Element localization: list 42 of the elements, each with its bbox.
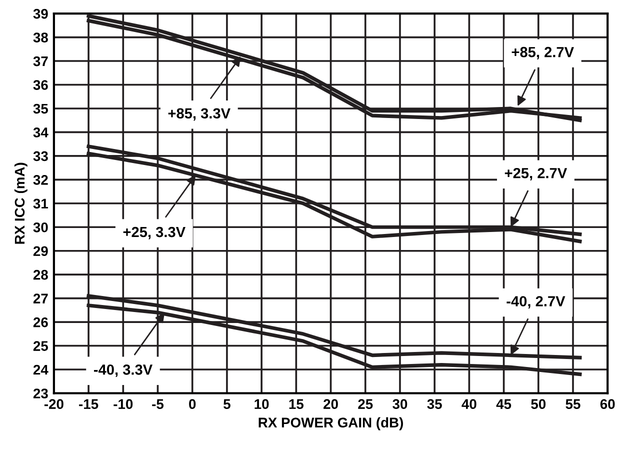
x-axis-title: RX POWER GAIN (dB) xyxy=(258,417,403,430)
annotation: -40, 3.3V xyxy=(94,364,152,377)
y-tick-label: 24 xyxy=(33,364,48,375)
x-tick-label: -20 xyxy=(44,399,64,409)
annotation: +85, 2.7V xyxy=(512,46,574,60)
y-tick-label: 31 xyxy=(33,198,48,209)
annotation: +25, 2.7V xyxy=(504,168,568,180)
x-tick-label: -15 xyxy=(79,399,98,409)
y-tick-label: 36 xyxy=(33,80,48,90)
x-tick-label: 30 xyxy=(392,399,408,410)
x-tick-label: 10 xyxy=(254,399,269,409)
y-tick-label: 39 xyxy=(33,8,48,19)
x-tick-label: -10 xyxy=(114,399,133,409)
x-tick-label: 25 xyxy=(358,399,373,409)
y-tick-label: 27 xyxy=(33,294,48,304)
y-tick-label: 30 xyxy=(33,222,48,232)
y-tick-label: 28 xyxy=(33,270,48,280)
y-tick-label: 32 xyxy=(33,175,48,185)
x-tick-label: 5 xyxy=(224,399,230,409)
y-axis-title: RX ICC (mA) xyxy=(14,162,28,244)
y-tick-label: 25 xyxy=(33,341,48,351)
x-tick-label: 0 xyxy=(189,399,196,409)
x-tick-label: 15 xyxy=(289,399,304,409)
x-tick-label: 40 xyxy=(462,399,476,409)
y-tick-label: 34 xyxy=(33,128,48,138)
x-tick-label: 60 xyxy=(600,399,615,409)
x-tick-label: 55 xyxy=(566,399,580,409)
x-tick-label: 45 xyxy=(496,399,512,409)
x-tick-label: -5 xyxy=(152,399,164,409)
annotation: -40, 2.7V xyxy=(506,296,566,309)
x-tick-label: 35 xyxy=(427,399,442,410)
y-tick-label: 38 xyxy=(33,32,48,42)
annotation: +85, 3.3V xyxy=(168,108,230,121)
y-tick-label: 33 xyxy=(33,151,48,162)
y-tick-label: 37 xyxy=(33,56,48,66)
y-tick-label: 23 xyxy=(33,388,48,398)
annotation: +25, 3.3V xyxy=(123,226,186,240)
y-tick-label: 26 xyxy=(33,317,48,328)
x-tick-label: 50 xyxy=(531,399,546,409)
y-tick-label: 35 xyxy=(33,104,48,114)
x-tick-label: 20 xyxy=(324,399,338,409)
y-tick-label: 29 xyxy=(33,246,48,256)
